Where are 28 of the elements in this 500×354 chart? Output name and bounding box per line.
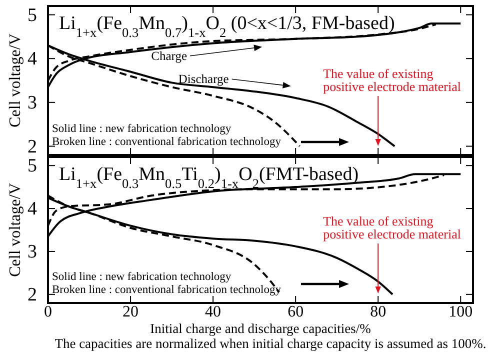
x-axis-title: Initial charge and discharge capacities/%: [150, 321, 371, 336]
annotation: Charge: [151, 48, 188, 63]
y-tick-label: 2: [28, 136, 37, 158]
annotation: Broken line : conventional fabrication technology: [52, 136, 282, 148]
y-tick-label: 5: [28, 4, 37, 26]
annotation: The value of existing positive electrode material: [323, 214, 462, 242]
x-tick-label: 0: [44, 303, 52, 320]
y-tick-label: 3: [28, 92, 37, 114]
y-tick-label: 4: [28, 48, 38, 70]
annotation: Broken line : conventional fabrication technology: [52, 284, 282, 296]
x-tick-label: 60: [288, 303, 304, 320]
annotation: Solid line : new fabrication technology: [52, 271, 232, 283]
y-tick-label: 4: [28, 198, 38, 220]
annotation: Discharge: [178, 72, 230, 86]
x-tick-label: 80: [370, 303, 386, 320]
y-tick-label: 5: [28, 156, 37, 177]
text: The capacities are normalized when initial charge capacity is assumed as 100%.: [54, 336, 486, 351]
x-tick-label: 20: [122, 303, 139, 320]
y-tick-label: 3: [28, 242, 37, 263]
x-tick-label: 40: [205, 303, 222, 320]
chart-title: Li$_{1+x}$(Fe$_{0.3}$Mn$_{0.5}$Ti$_{0.2}$)$_{1-x}$O$_{2}$(FMT-based): [59, 164, 359, 190]
annotation: The value of existing positive electrode material: [323, 66, 462, 94]
annotation: Solid line : new fabrication technology: [52, 123, 232, 135]
y-axis-title: Cell voltage/V: [7, 182, 24, 277]
y-tick-label: 2: [28, 284, 37, 306]
chart-title: Li$_{1+x}$(Fe$_{0.3}$Mn$_{0.7}$)$_{1-x}$O$_{2}$ (0<x<1/3, FM-based): [59, 13, 395, 40]
x-tick-label: 100: [448, 303, 473, 320]
y-axis-title: Cell voltage/V: [7, 33, 24, 128]
